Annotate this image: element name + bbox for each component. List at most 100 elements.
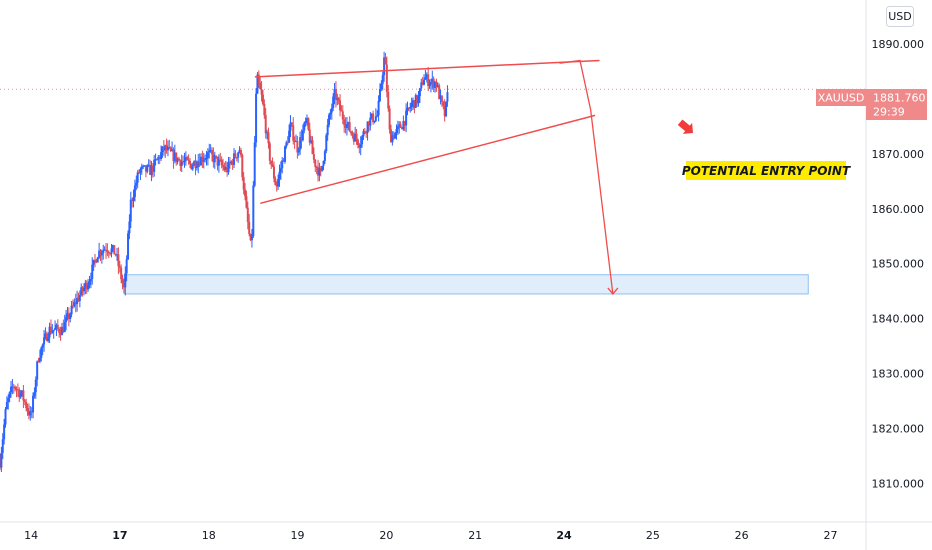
candle-body [402, 121, 405, 130]
candle-body [93, 259, 96, 261]
candle-body [388, 108, 391, 130]
candle-body [425, 74, 428, 78]
candle-body [333, 89, 336, 97]
candle-body [403, 121, 406, 126]
candle-body [147, 164, 150, 166]
candle-body [370, 113, 373, 118]
candle-body [277, 179, 280, 187]
candle-body [325, 135, 328, 152]
candle-body [125, 259, 128, 274]
candle-body [341, 111, 344, 120]
candle-body [340, 110, 343, 112]
candle-body [250, 236, 253, 241]
x-tick-label: 25 [646, 529, 660, 542]
candle-body [230, 161, 233, 164]
candle-body [37, 361, 40, 363]
candle-body [122, 283, 125, 288]
candle-body [365, 132, 368, 134]
y-tick-label: 1870.000 [872, 148, 925, 161]
candle-body [36, 361, 39, 380]
candle-body [275, 184, 278, 187]
candle-body [398, 124, 401, 127]
candle-body [171, 149, 174, 151]
candle-body [446, 92, 449, 102]
candle-body [253, 142, 256, 186]
candle-body [416, 95, 419, 104]
candle-body [407, 107, 410, 109]
candle-body [84, 282, 87, 288]
candle-body [334, 89, 337, 100]
candle-body [366, 121, 369, 133]
candle-body [345, 124, 348, 128]
candle-body [164, 145, 167, 151]
candle-body [257, 74, 260, 83]
candle-body [38, 357, 41, 362]
candle-body [52, 329, 55, 332]
candle-body [209, 149, 212, 151]
candle-body [300, 137, 303, 141]
candle-body [70, 305, 73, 315]
y-tick-label: 1820.000 [872, 423, 925, 436]
candle-body [113, 245, 116, 255]
candle-body [304, 120, 307, 123]
candle-body [121, 279, 124, 284]
candle-body [172, 149, 175, 162]
candle-body [216, 156, 219, 166]
candle-body [245, 196, 248, 208]
candle-body [78, 295, 81, 301]
candle-body [256, 74, 259, 94]
candle-body [168, 146, 171, 148]
y-tick-label: 1810.000 [872, 478, 925, 491]
candle-body [317, 167, 320, 176]
candle-body [45, 333, 48, 341]
candle-body [129, 199, 132, 222]
candle-body [213, 155, 216, 163]
candle-body [270, 160, 273, 165]
candle-body [142, 165, 145, 167]
candle-body [244, 189, 247, 197]
candle-body [319, 168, 322, 171]
candle-body [224, 167, 227, 170]
candle-body [288, 130, 291, 143]
candle-body [48, 326, 51, 338]
candle-body [15, 388, 18, 390]
candle-body [377, 100, 380, 116]
candle-body [98, 250, 101, 258]
candle-body [92, 259, 95, 265]
candle-body [183, 160, 186, 162]
candle-body [374, 116, 377, 121]
candle-body [301, 130, 304, 141]
candle-body [439, 95, 442, 100]
wedge-upper-line [254, 59, 600, 78]
candle-body [54, 328, 57, 330]
candle-body [290, 122, 293, 126]
candle-body [260, 89, 263, 95]
candle-body [34, 379, 37, 393]
candle-body [162, 146, 165, 151]
candle-body [194, 161, 197, 169]
candle-body [227, 161, 230, 173]
candle-body [212, 154, 215, 163]
candle-body [143, 165, 146, 167]
candle-body [383, 57, 386, 76]
candle-body [205, 158, 208, 160]
candle-body [8, 392, 11, 399]
candle-body [266, 132, 269, 134]
candle-body [367, 121, 370, 126]
projection-path [559, 59, 614, 295]
candle-body [329, 112, 332, 115]
time-axis[interactable]: 14 17 18 19 20 21 24 25 26 27 [24, 529, 837, 542]
candle-body [65, 316, 68, 323]
candle-body [282, 160, 285, 162]
candle-body [187, 159, 190, 162]
candle-body [135, 182, 138, 186]
candle-body [350, 131, 353, 134]
candle-body [238, 149, 241, 153]
candle-body [432, 78, 435, 88]
candle-body [184, 157, 187, 161]
candle-body [424, 77, 427, 80]
candle-body [343, 119, 346, 126]
candle-body [310, 140, 313, 143]
price-axis[interactable]: 1890.0001880.0001870.0001860.0001850.000… [872, 6, 925, 491]
